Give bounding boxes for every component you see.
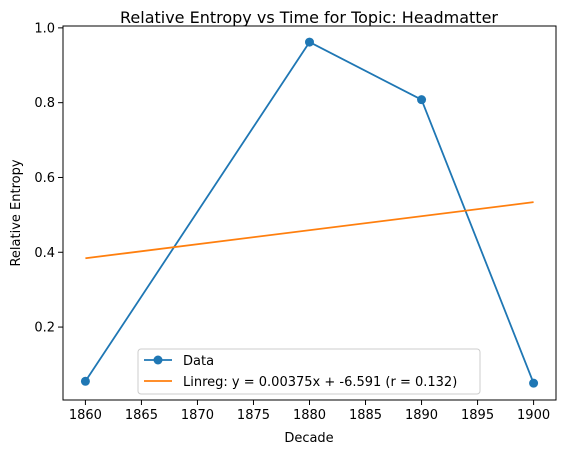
y-tick-label-2: 0.6 <box>34 171 55 186</box>
legend: Data Linreg: y = 0.00375x + -6.591 (r = … <box>137 348 481 395</box>
chart-title: Relative Entropy vs Time for Topic: Head… <box>120 8 498 27</box>
legend-box <box>137 348 481 395</box>
x-tick-label-1860: 1860 <box>69 408 102 423</box>
series-layer <box>80 37 539 388</box>
series-line-linreg <box>85 201 534 260</box>
x-tick-label-1875: 1875 <box>237 408 270 423</box>
x-tick-label-1865: 1865 <box>125 408 158 423</box>
x-axis: 1860 1865 1870 1875 1880 1885 1890 1895 1900 <box>69 400 550 423</box>
legend-marker-data <box>153 355 163 365</box>
x-tick-label-1900: 1900 <box>517 408 550 423</box>
data-point-1890 <box>417 95 427 105</box>
legend-label-data: Data <box>183 354 214 369</box>
legend-label-linreg: Linreg: y = 0.00375x + -6.591 (r = 0.132… <box>183 375 457 390</box>
data-point-1900 <box>529 378 539 388</box>
series-line-data <box>84 41 535 384</box>
y-axis-label: Relative Entropy <box>9 159 24 266</box>
plot-area <box>62 25 557 401</box>
data-point-1860 <box>80 376 90 386</box>
x-tick-label-1870: 1870 <box>181 408 214 423</box>
x-tick-label-1895: 1895 <box>461 408 494 423</box>
y-axis: 0.2 0.4 0.6 0.8 1.0 <box>34 21 63 336</box>
y-tick-label-0: 0.2 <box>34 321 55 336</box>
x-axis-label: Decade <box>284 431 333 446</box>
data-point-1880 <box>305 37 314 47</box>
x-tick-label-1880: 1880 <box>293 408 326 423</box>
y-tick-label-1: 0.4 <box>34 246 55 261</box>
y-tick-label-4: 1.0 <box>34 21 55 36</box>
y-tick-label-3: 0.8 <box>34 96 55 111</box>
x-tick-label-1890: 1890 <box>405 408 438 423</box>
x-tick-label-1885: 1885 <box>349 408 382 423</box>
